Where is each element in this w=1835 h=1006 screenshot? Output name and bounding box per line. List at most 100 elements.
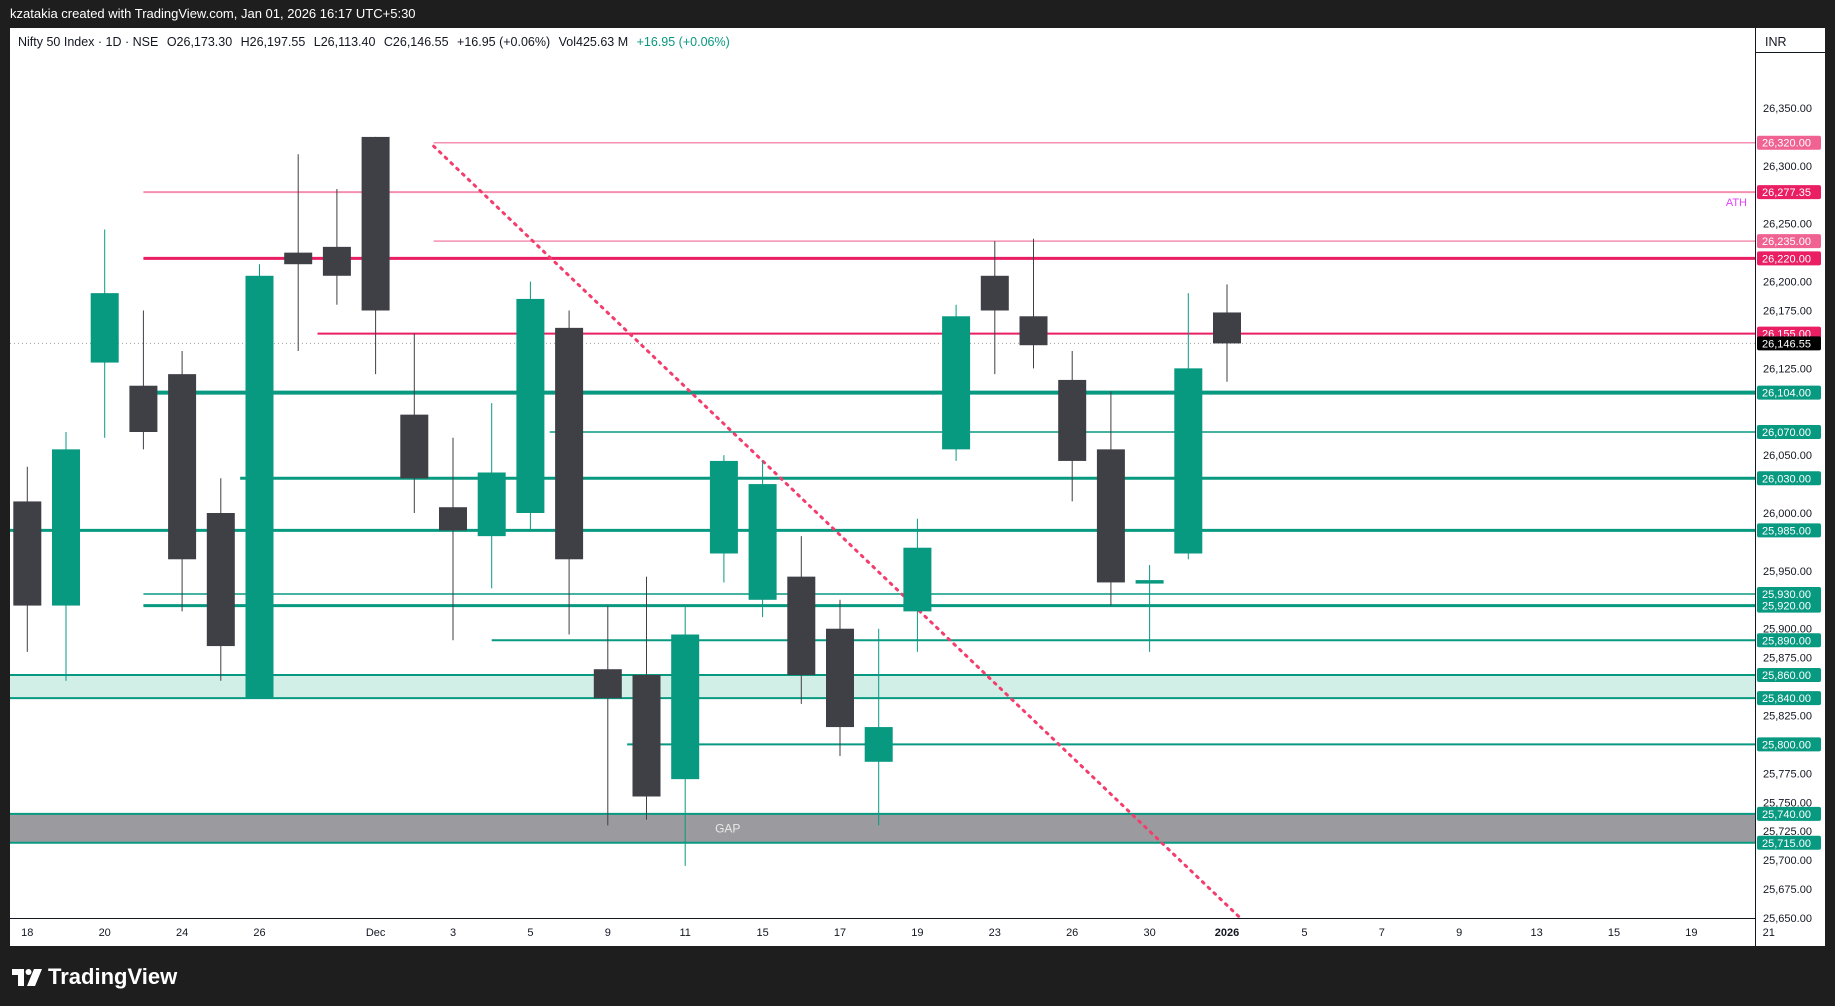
level-tag[interactable]: [1757, 633, 1821, 648]
chart-credit-bar: kzatakia created with TradingView.com, J…: [0, 0, 1835, 28]
x-tick-label: 18: [21, 927, 33, 939]
x-tick-label: 9: [605, 927, 611, 939]
y-tick-label: 25,675.00: [1763, 884, 1812, 896]
candle[interactable]: [748, 484, 777, 600]
candle[interactable]: [709, 460, 738, 554]
level-tag[interactable]: [1757, 471, 1821, 486]
zone-gap: [10, 813, 1755, 843]
candle[interactable]: [400, 414, 429, 479]
candle[interactable]: [361, 136, 390, 311]
level-tag[interactable]: [1757, 523, 1821, 538]
level-tag-label: 25,985.00: [1762, 525, 1811, 537]
candle[interactable]: [1213, 312, 1241, 344]
x-tick-label: 13: [1530, 927, 1542, 939]
low-label: L: [313, 35, 321, 49]
high-label: H: [240, 35, 250, 49]
chart-frame[interactable]: GAP ATH 26,350.00 26,300.00 26,250.00 26,200.…: [10, 28, 1825, 946]
level-tag[interactable]: [1757, 737, 1821, 752]
candle[interactable]: [322, 246, 351, 276]
credit-text: kzatakia created with TradingView.com, J…: [10, 6, 416, 21]
zone-band: [10, 675, 1755, 699]
symbol-legend: Nifty 50 Index · 1D · NSE O26,173.30 H26…: [18, 35, 730, 49]
candle[interactable]: [826, 628, 854, 728]
volume-label: Vol: [558, 35, 577, 49]
x-tick-label: 2026: [1215, 927, 1239, 939]
tradingview-logo-icon: [12, 968, 42, 986]
brand-name: TradingView: [48, 964, 178, 989]
level-tag[interactable]: [1757, 835, 1821, 850]
brand-bar: TradingView: [0, 946, 1835, 1006]
level-tag[interactable]: [1757, 668, 1821, 682]
price-axis[interactable]: [1755, 28, 1825, 946]
candle[interactable]: [1019, 316, 1048, 346]
level-tag-label: 25,920.00: [1762, 601, 1811, 613]
zone-label: GAP: [715, 821, 740, 835]
candle[interactable]: [1174, 368, 1203, 554]
candle[interactable]: [516, 298, 545, 513]
y-tick-label: 26,250.00: [1763, 219, 1812, 231]
candle[interactable]: [439, 507, 467, 531]
candle[interactable]: [555, 327, 584, 560]
candle[interactable]: [90, 293, 119, 363]
candle[interactable]: [1135, 580, 1164, 584]
candle[interactable]: [129, 385, 158, 432]
x-tick-label: 15: [1608, 927, 1620, 939]
level-tag[interactable]: [1757, 425, 1821, 439]
candle[interactable]: [477, 472, 506, 537]
candle[interactable]: [593, 669, 622, 699]
x-tick-label: 30: [1143, 927, 1155, 939]
y-tick-label: 25,950.00: [1763, 566, 1812, 578]
y-tick-label: 26,350.00: [1763, 103, 1812, 115]
level-tag[interactable]: [1757, 385, 1821, 400]
candle[interactable]: [864, 727, 893, 762]
time-axis[interactable]: [10, 918, 1755, 946]
candle[interactable]: [52, 449, 80, 606]
candle[interactable]: [942, 316, 971, 450]
x-tick-label: 3: [450, 927, 456, 939]
candle[interactable]: [1096, 449, 1125, 583]
last-price-tag[interactable]: [1757, 336, 1821, 351]
x-tick-label: 26: [253, 927, 265, 939]
level-tag-label: 26,070.00: [1762, 427, 1811, 439]
high-value: 26,197.55: [249, 35, 306, 49]
open-value: 26,173.30: [176, 35, 233, 49]
candle[interactable]: [787, 576, 816, 675]
level-tag[interactable]: [1757, 135, 1821, 150]
open-label: O: [166, 35, 177, 49]
x-tick-label: 26: [1066, 927, 1078, 939]
candle[interactable]: [632, 675, 661, 797]
x-tick-label: 5: [527, 927, 533, 939]
candlestick-chart[interactable]: GAP ATH 26,350.00 26,300.00 26,250.00 26,200.…: [10, 28, 1825, 946]
level-tag[interactable]: [1757, 691, 1821, 706]
y-tick-label: 25,650.00: [1763, 913, 1812, 925]
currency-label[interactable]: INR: [1765, 35, 1787, 49]
x-tick-label: 11: [679, 927, 690, 939]
x-tick-label: 24: [176, 927, 188, 939]
level-tag[interactable]: [1757, 251, 1821, 266]
level-tag-label: 25,740.00: [1762, 809, 1811, 821]
candle[interactable]: [671, 634, 700, 780]
change-value-green: +16.95 (+0.06%): [636, 35, 730, 49]
candle[interactable]: [1058, 379, 1087, 461]
level-tag[interactable]: [1757, 185, 1821, 200]
candle[interactable]: [284, 252, 313, 265]
candle[interactable]: [980, 275, 1009, 311]
y-tick-label: 26,200.00: [1763, 277, 1812, 289]
candle[interactable]: [168, 374, 197, 560]
level-tag-label: 25,840.00: [1762, 693, 1811, 705]
level-tag[interactable]: [1757, 806, 1821, 821]
trendline[interactable]: [432, 144, 1248, 926]
level-tag[interactable]: [1757, 234, 1821, 249]
symbol-name[interactable]: Nifty 50 Index · 1D · NSE: [18, 35, 159, 49]
level-tag-label: 26,320.00: [1762, 138, 1811, 150]
close-value: 26,146.55: [392, 35, 449, 49]
level-tag[interactable]: [1757, 598, 1821, 613]
level-tag-label: 26,235.00: [1762, 236, 1811, 248]
candle[interactable]: [903, 547, 932, 612]
candle[interactable]: [13, 501, 42, 606]
candle[interactable]: [245, 275, 274, 699]
x-tick-label: 19: [1685, 927, 1697, 939]
candle[interactable]: [206, 513, 235, 647]
level-tag[interactable]: [1757, 587, 1821, 601]
y-tick-label: 26,175.00: [1763, 306, 1812, 318]
